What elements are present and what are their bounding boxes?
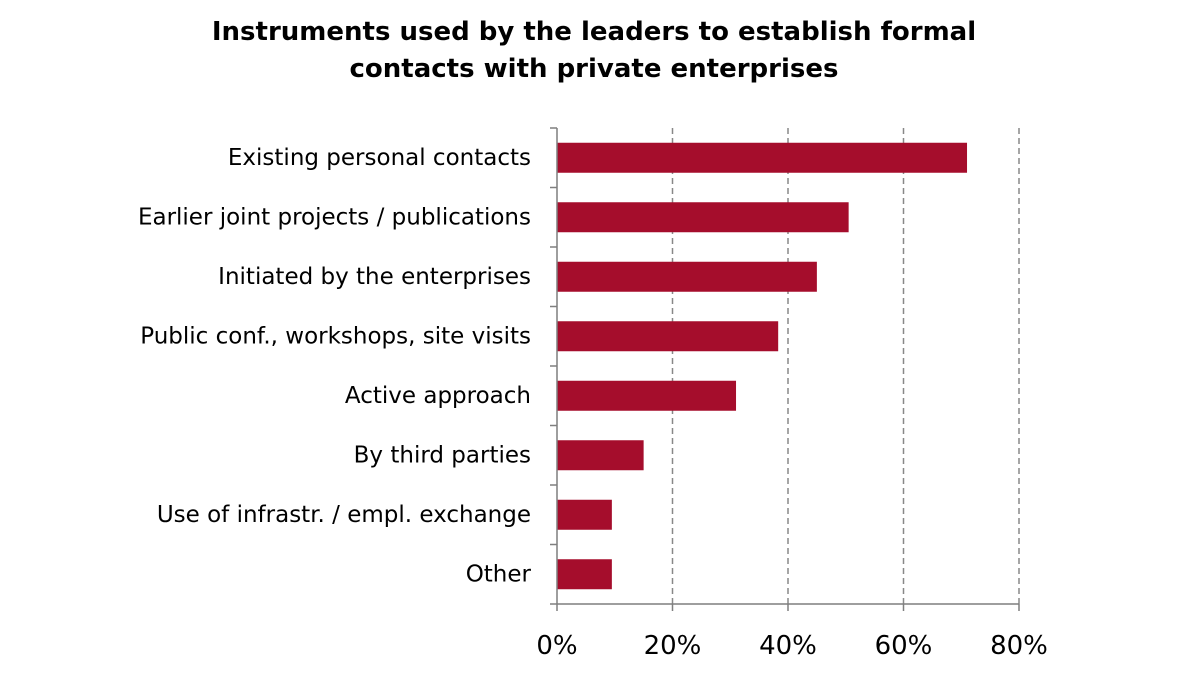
category-label: Initiated by the enterprises: [218, 264, 531, 290]
grid-lines: [671, 128, 1020, 604]
chart-title-line-2: contacts with private enterprises: [349, 54, 839, 84]
category-label: Use of infrastr. / empl. exchange: [157, 502, 531, 528]
category-label: Public conf., workshops, site visits: [140, 323, 531, 349]
bar-1: [557, 142, 968, 173]
x-tick-label: 40%: [759, 631, 817, 661]
bar-5: [557, 380, 737, 411]
bar-4: [557, 321, 779, 352]
category-label: Existing personal contacts: [228, 145, 531, 171]
category-label: By third parties: [354, 442, 531, 468]
x-tick-labels: 0% 20% 40% 60% 80%: [536, 631, 1048, 661]
bar-8: [557, 559, 612, 590]
category-label: Active approach: [345, 383, 531, 409]
x-tick-label: 20%: [644, 631, 702, 661]
category-label: Other: [466, 561, 532, 587]
category-label: Earlier joint projects / publications: [138, 204, 531, 230]
x-tick-label: 80%: [990, 631, 1048, 661]
bar-7: [557, 499, 612, 530]
bars: [557, 142, 968, 590]
axes: [550, 127, 1020, 611]
chart-title: Instruments used by the leaders to estab…: [0, 14, 1188, 88]
category-labels: Existing personal contacts Earlier joint …: [138, 145, 532, 588]
bar-2: [557, 202, 849, 233]
x-tick-label: 0%: [536, 631, 577, 661]
bar-6: [557, 440, 644, 471]
chart-title-line-1: Instruments used by the leaders to estab…: [211, 17, 977, 47]
bar-3: [557, 261, 817, 292]
x-tick-label: 60%: [875, 631, 933, 661]
